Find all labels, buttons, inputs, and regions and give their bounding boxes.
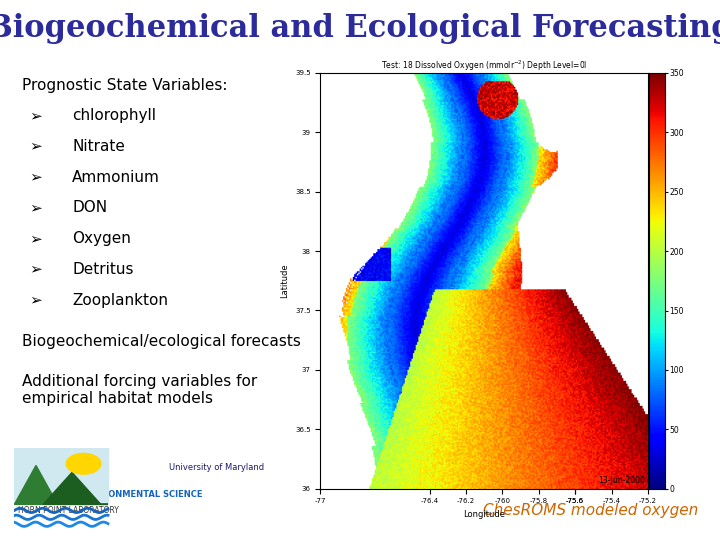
Polygon shape <box>43 472 108 504</box>
Text: Additional forcing variables for
empirical habitat models: Additional forcing variables for empiric… <box>22 374 257 406</box>
Text: Biogeochemical/ecological forecasts: Biogeochemical/ecological forecasts <box>22 334 300 349</box>
Polygon shape <box>14 465 108 504</box>
Text: ➢: ➢ <box>29 231 42 246</box>
Text: Prognostic State Variables:: Prognostic State Variables: <box>22 78 227 93</box>
Text: 13-Jun-2000: 13-Jun-2000 <box>598 476 644 484</box>
Text: chlorophyll: chlorophyll <box>72 108 156 123</box>
Text: ➢: ➢ <box>29 139 42 154</box>
Text: Ammonium: Ammonium <box>72 170 160 185</box>
Text: HORN POINT LABORATORY: HORN POINT LABORATORY <box>18 506 119 515</box>
Text: Detritus: Detritus <box>72 262 133 277</box>
Text: ➢: ➢ <box>29 108 42 123</box>
Bar <box>14 448 108 504</box>
Text: ➢: ➢ <box>29 262 42 277</box>
Text: Nitrate: Nitrate <box>72 139 125 154</box>
Text: CENTER FOR ENVIRONMENTAL SCIENCE: CENTER FOR ENVIRONMENTAL SCIENCE <box>18 490 202 498</box>
Text: Zooplankton: Zooplankton <box>72 293 168 308</box>
Text: ➢: ➢ <box>29 200 42 215</box>
Text: ➢: ➢ <box>29 170 42 185</box>
Text: ChesROMS modeled oxygen: ChesROMS modeled oxygen <box>483 503 698 518</box>
Title: Test: 18 Dissolved Oxygen (mmolr$^{-2}$) Depth Level=0l: Test: 18 Dissolved Oxygen (mmolr$^{-2}$)… <box>381 58 588 73</box>
Text: Oxygen: Oxygen <box>72 231 131 246</box>
Text: Biogeochemical and Ecological Forecasting: Biogeochemical and Ecological Forecastin… <box>0 14 720 44</box>
Circle shape <box>66 454 101 474</box>
Text: University of Maryland: University of Maryland <box>169 463 264 471</box>
X-axis label: Longitude: Longitude <box>463 510 505 519</box>
Text: ➢: ➢ <box>29 293 42 308</box>
Text: DON: DON <box>72 200 107 215</box>
Y-axis label: Latitude: Latitude <box>281 264 289 298</box>
